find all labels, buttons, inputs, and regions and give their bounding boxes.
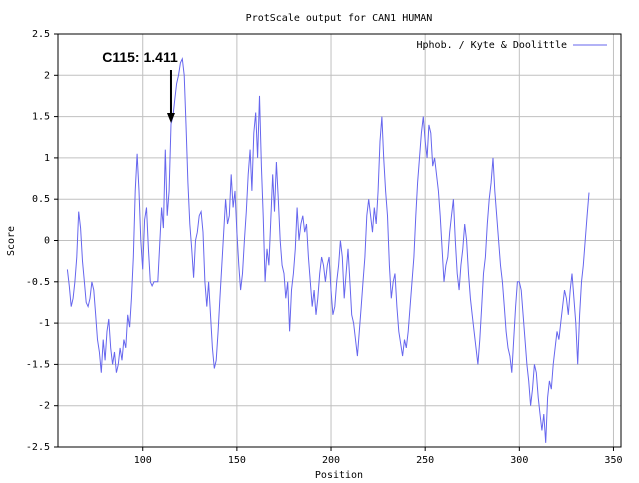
y-tick-label: 0.5 (32, 194, 50, 205)
y-tick-label: 0 (44, 236, 50, 247)
y-axis: -2.5 -2 -1.5 -1 -0.5 0 0.5 1 1.5 2 2.5 (26, 29, 58, 453)
x-tick-label: 150 (228, 455, 246, 466)
y-tick-label: 2 (44, 70, 50, 81)
x-tick-label: 350 (604, 455, 622, 466)
chart-title: ProtScale output for CAN1 HUMAN (246, 13, 433, 24)
legend: Hphob. / Kyte & Doolittle (416, 40, 607, 51)
y-tick-label: -2 (38, 401, 50, 412)
annotation-label: C115: 1.411 (102, 49, 178, 65)
y-tick-label: 1 (44, 153, 50, 164)
x-tick-label: 200 (322, 455, 340, 466)
legend-label: Hphob. / Kyte & Doolittle (416, 40, 567, 51)
y-tick-label: 1.5 (32, 112, 50, 123)
y-tick-label: -2.5 (26, 442, 50, 453)
annotation-arrow-head (166, 112, 175, 123)
grid-lines (58, 34, 621, 447)
x-tick-label: 100 (134, 455, 152, 466)
y-tick-label: -1 (38, 318, 50, 329)
x-tick-label: 300 (510, 455, 528, 466)
x-axis: 100 150 200 250 300 350 (134, 447, 622, 466)
y-tick-label: 2.5 (32, 29, 50, 40)
x-axis-label: Position (315, 470, 363, 481)
series-line-hydrophobicity (66, 56, 590, 443)
x-tick-label: 250 (416, 455, 434, 466)
peak-annotation: C115: 1.411 (102, 49, 178, 123)
y-tick-label: -0.5 (26, 277, 50, 288)
y-tick-label: -1.5 (26, 359, 50, 370)
plot-frame (57, 33, 622, 448)
y-axis-label: Score (6, 226, 17, 256)
